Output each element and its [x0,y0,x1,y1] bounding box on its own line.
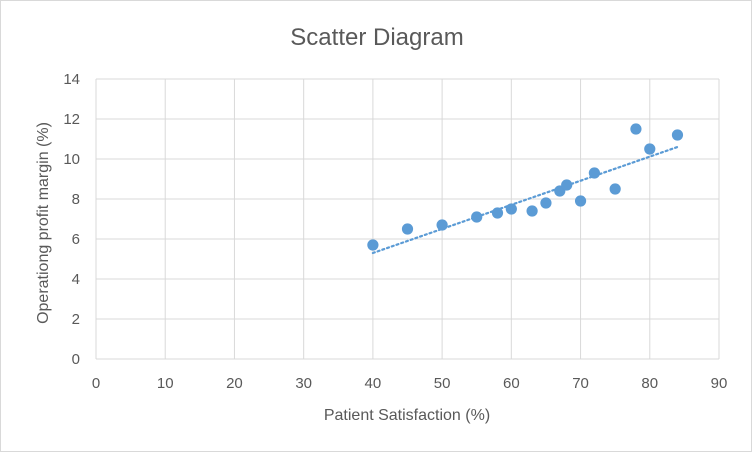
trendline-group [371,145,679,255]
data-point [561,179,573,191]
data-point [436,219,448,231]
x-axis-ticks: 0 10 20 30 40 50 60 70 80 90 [92,375,728,392]
data-point [630,123,642,135]
data-point [574,195,587,207]
y-axis-ticks: 0 2 4 6 8 10 12 14 [63,71,80,368]
data-point [471,211,483,223]
data-point [609,183,621,195]
x-axis-label: Patient Satisfaction (%) [324,407,490,424]
x-tick-label: 20 [226,375,243,392]
x-tick-label: 0 [92,375,100,392]
data-point [540,197,552,209]
data-point [367,239,379,251]
trendline [371,145,679,255]
data-point [401,223,414,235]
y-tick-label: 0 [72,351,80,368]
chart-title: Scatter Diagram [290,24,463,51]
y-tick-label: 10 [63,151,80,168]
x-tick-label: 90 [711,375,728,392]
data-points [367,123,684,251]
data-point [671,129,684,141]
x-tick-label: 50 [434,375,451,392]
y-tick-label: 6 [72,231,80,248]
y-tick-label: 8 [72,191,80,208]
x-tick-label: 40 [365,375,382,392]
y-tick-label: 2 [72,311,80,328]
y-axis-label: Operationg profit margin (%) [35,122,52,324]
data-point [491,207,504,219]
data-point [505,203,517,215]
x-tick-label: 70 [572,375,589,392]
x-tick-label: 10 [157,375,174,392]
data-point [526,205,538,217]
y-tick-label: 12 [63,111,80,128]
y-tick-label: 14 [63,71,80,88]
x-tick-label: 80 [641,375,658,392]
data-point [644,143,656,155]
x-tick-label: 30 [295,375,312,392]
data-point [588,167,601,179]
y-tick-label: 4 [72,271,80,288]
gridlines [95,78,720,360]
x-tick-label: 60 [503,375,520,392]
